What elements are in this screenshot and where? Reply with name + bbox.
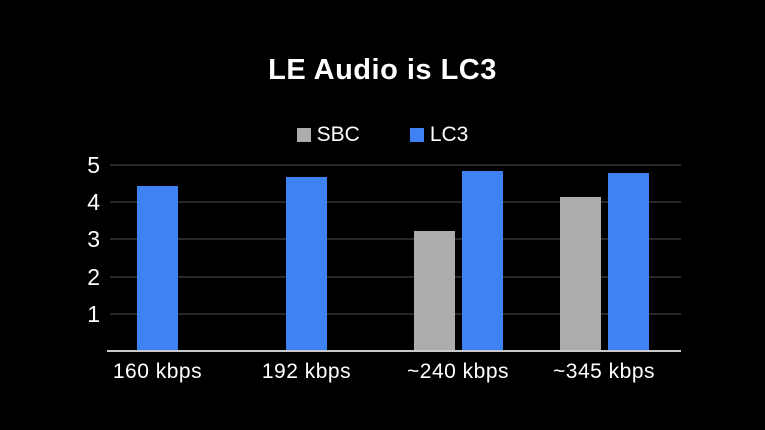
plot-area [107, 164, 681, 352]
gridline-y1 [110, 312, 681, 315]
bar-lc3-160-kbps [137, 186, 178, 350]
legend-swatch-lc3 [409, 128, 424, 142]
legend-item-sbc: SBC [296, 123, 360, 147]
legend-label-sbc: SBC [316, 123, 360, 146]
y-tick-label-4: 4 [87, 189, 100, 216]
bar-lc3-345-kbps [607, 173, 649, 350]
gridline-y4 [110, 201, 681, 204]
gridline-y3 [110, 238, 681, 241]
legend-label-lc3: LC3 [429, 123, 469, 146]
y-tick-label-3: 3 [87, 226, 100, 253]
bar-sbc-345-kbps [559, 197, 601, 350]
legend-item-lc3: LC3 [409, 123, 469, 147]
legend-swatch-sbc [296, 128, 311, 142]
gridline-y2 [110, 275, 681, 278]
x-axis-line [107, 350, 681, 352]
y-tick-label-5: 5 [87, 152, 100, 178]
chart-title: LE Audio is LC3 [268, 54, 497, 86]
gridline-y5 [110, 164, 681, 166]
chart-legend: SBC LC3 [0, 123, 765, 147]
bar-sbc-240-kbps [413, 230, 455, 350]
bar-lc3-240-kbps [461, 171, 503, 350]
x-category-label-240-kbps: ~240 kbps [407, 360, 509, 383]
x-category-label-345-kbps: ~345 kbps [553, 360, 655, 383]
x-category-label-160-kbps: 160 kbps [112, 360, 203, 383]
y-tick-label-2: 2 [87, 263, 100, 290]
y-tick-label-1: 1 [87, 300, 100, 327]
bar-lc3-192-kbps [286, 177, 327, 350]
x-category-label-192-kbps: 192 kbps [261, 360, 352, 383]
